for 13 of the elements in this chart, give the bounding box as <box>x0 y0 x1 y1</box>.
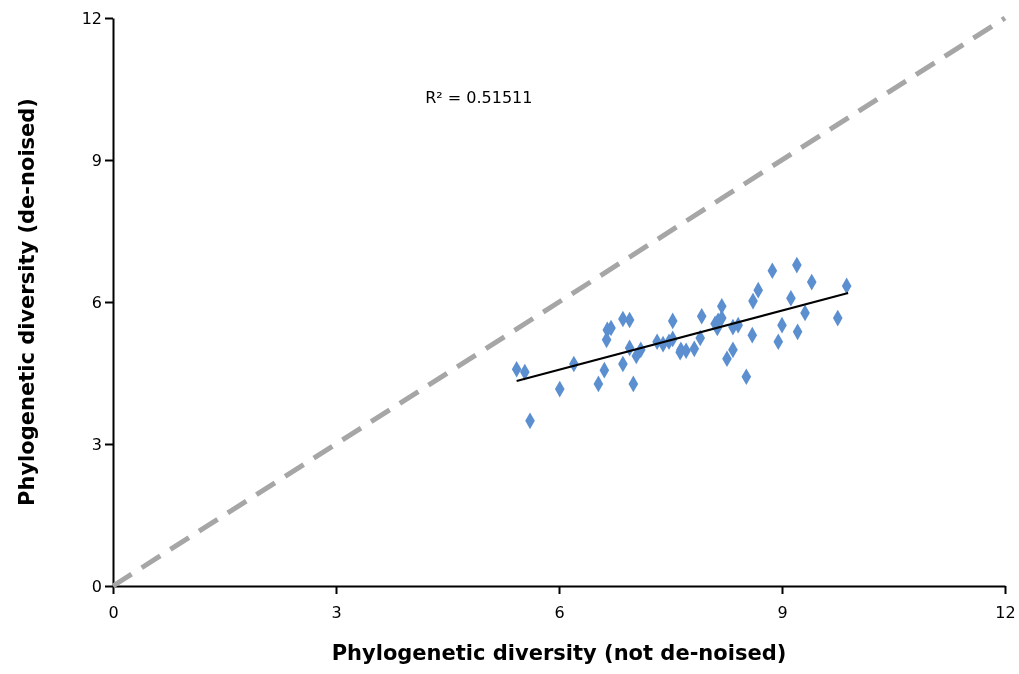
x-tick-label: 9 <box>777 602 788 622</box>
y-tick-label: 3 <box>91 434 102 454</box>
x-tick-label: 12 <box>995 602 1016 622</box>
y-tick-label: 6 <box>91 292 102 312</box>
annotation: R² = 0.51511 <box>425 88 533 108</box>
x-axis-title: Phylogenetic diversity (not de-noised) <box>331 641 787 665</box>
y-tick-label: 0 <box>91 576 102 596</box>
x-tick-label: 0 <box>108 602 119 622</box>
x-tick-label: 3 <box>331 602 342 622</box>
y-tick-label: 12 <box>81 8 102 28</box>
y-tick-label: 9 <box>91 150 102 170</box>
x-tick-label: 6 <box>554 602 565 622</box>
y-axis-title: Phylogenetic diversity (de-noised) <box>15 98 39 506</box>
